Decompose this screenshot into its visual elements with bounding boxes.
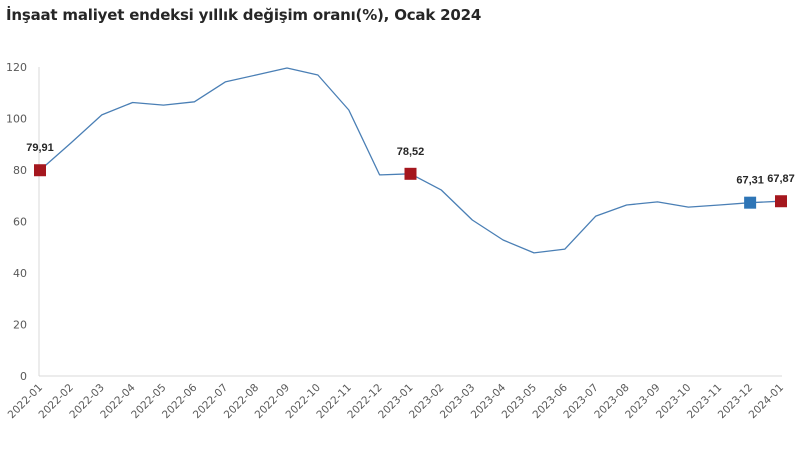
data-annotations: 79,91 78,52 67,31 67,87 [26, 142, 795, 209]
data-label: 67,31 [736, 175, 764, 187]
y-tick-label: 80 [13, 164, 27, 177]
data-series [39, 67, 782, 254]
y-axis: 0 20 40 60 80 100 120 [6, 61, 40, 383]
y-tick-label: 40 [13, 267, 27, 280]
y-tick-label: 0 [20, 370, 27, 383]
y-tick-label: 60 [13, 216, 27, 229]
y-tick-label: 100 [6, 113, 27, 126]
chart-title: İnşaat maliyet endeksi yıllık değişim or… [6, 6, 482, 24]
data-point-marker [775, 195, 787, 208]
data-label: 78,52 [397, 146, 425, 158]
x-axis: 2022-012022-022022-032022-042022-052022-… [6, 375, 786, 421]
data-point-marker [404, 167, 417, 180]
series-line [39, 67, 782, 254]
data-point-marker [34, 164, 46, 177]
y-tick-label: 20 [13, 319, 27, 332]
data-label: 79,91 [26, 142, 54, 154]
data-point-marker [744, 196, 757, 209]
data-label: 67,87 [767, 173, 795, 185]
y-tick-label: 120 [6, 61, 27, 74]
